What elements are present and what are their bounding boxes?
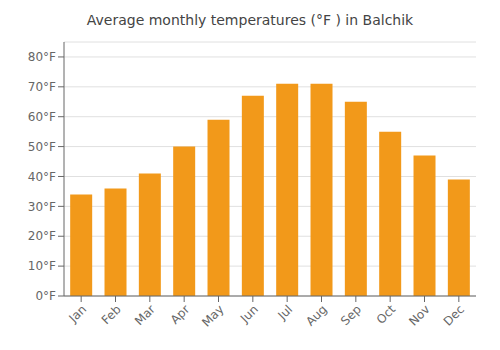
svg-text:0°F: 0°F — [35, 289, 56, 303]
svg-text:May: May — [199, 302, 226, 329]
svg-text:Apr: Apr — [168, 302, 193, 327]
svg-text:Dec: Dec — [441, 302, 467, 328]
svg-text:Aug: Aug — [303, 302, 329, 328]
svg-text:Oct: Oct — [374, 302, 399, 327]
svg-text:Nov: Nov — [406, 302, 432, 328]
svg-text:Feb: Feb — [99, 302, 124, 327]
svg-text:60°F: 60°F — [28, 110, 56, 124]
svg-text:20°F: 20°F — [28, 229, 56, 243]
svg-text:Sep: Sep — [338, 302, 364, 328]
html-text:Average monthly temperatures (: Average monthly temperatures (°F ) in Ba… — [86, 12, 414, 28]
svg-text:10°F: 10°F — [28, 259, 56, 273]
svg-text:Jan: Jan — [66, 302, 90, 326]
svg-text:Jun: Jun — [237, 302, 261, 326]
svg-text:40°F: 40°F — [28, 170, 56, 184]
svg-text:Jul: Jul — [274, 302, 295, 323]
svg-text:30°F: 30°F — [28, 200, 56, 214]
svg-text:80°F: 80°F — [28, 50, 56, 64]
svg-text:70°F: 70°F — [28, 80, 56, 94]
svg-text:50°F: 50°F — [28, 140, 56, 154]
svg-text:Mar: Mar — [132, 302, 158, 328]
